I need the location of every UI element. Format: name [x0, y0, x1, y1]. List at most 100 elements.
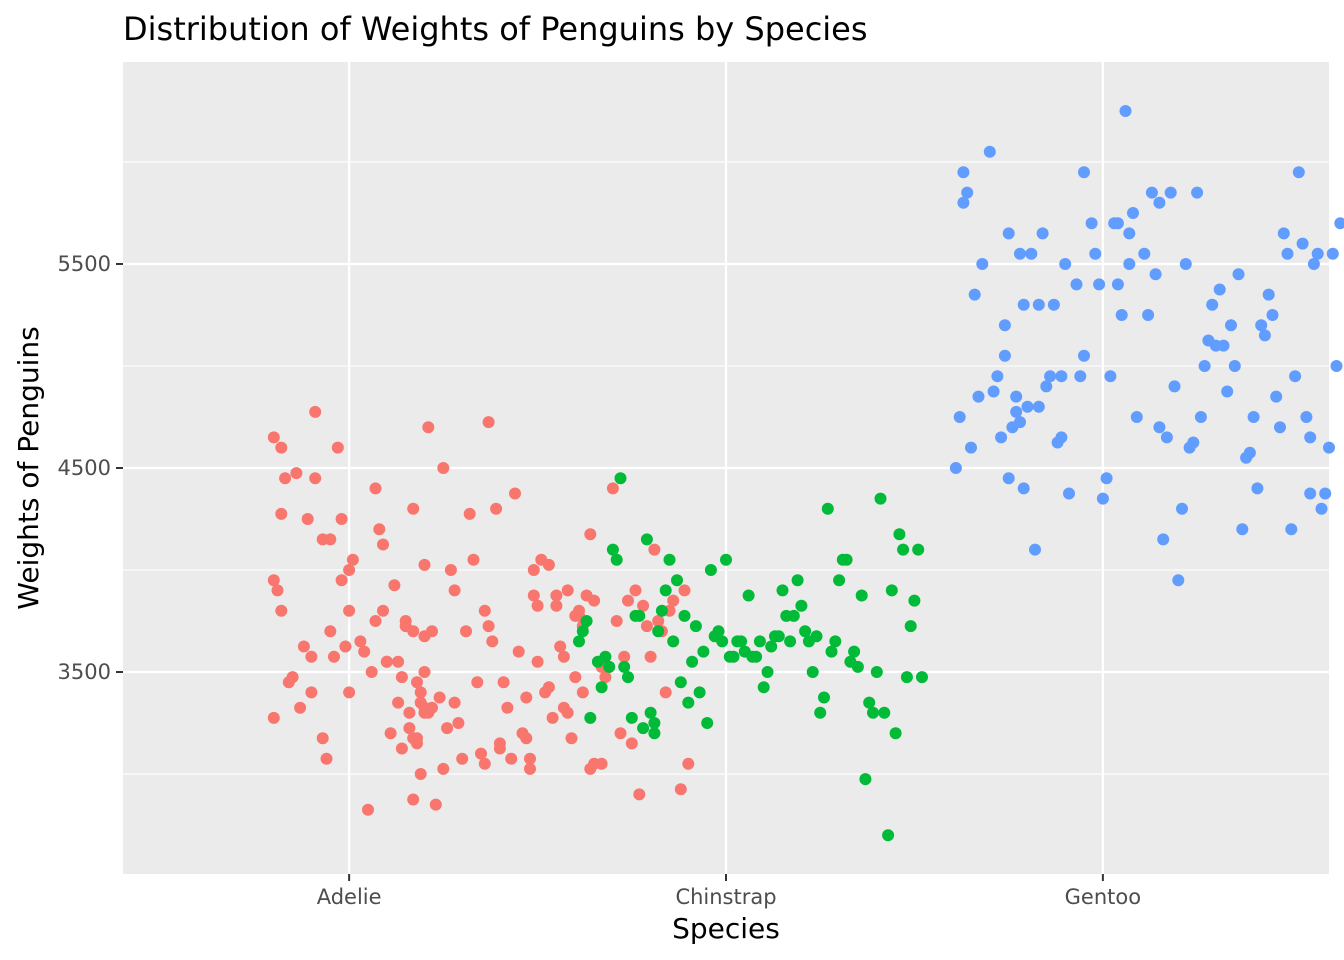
point-adelie [309, 405, 322, 418]
point-adelie [460, 625, 472, 638]
point-adelie [640, 620, 653, 633]
point-adelie [588, 594, 601, 607]
point-chinstrap [889, 727, 902, 740]
x-tick-label: Adelie [317, 885, 382, 909]
point-chinstrap [606, 543, 619, 556]
point-chinstrap [799, 625, 812, 638]
point-adelie [471, 676, 484, 689]
point-gentoo [1247, 411, 1260, 423]
point-gentoo [1281, 247, 1294, 260]
y-tick-label: 5500 [58, 252, 111, 276]
point-chinstrap [863, 696, 876, 709]
point-gentoo [1014, 416, 1026, 429]
point-gentoo [1300, 411, 1313, 423]
point-chinstrap [659, 584, 672, 597]
point-adelie [527, 564, 540, 576]
point-chinstrap [897, 543, 910, 556]
point-gentoo [1270, 390, 1283, 403]
point-adelie [297, 640, 310, 653]
point-gentoo [1036, 227, 1049, 240]
point-chinstrap [776, 584, 789, 597]
point-gentoo [1274, 421, 1286, 434]
point-chinstrap [833, 574, 846, 587]
point-adelie [497, 676, 510, 689]
point-adelie [520, 732, 533, 745]
point-adelie [320, 752, 333, 765]
point-gentoo [1029, 543, 1041, 556]
point-chinstrap [787, 609, 800, 622]
point-gentoo [1002, 227, 1015, 240]
chart-title: Distribution of Weights of Penguins by S… [123, 10, 868, 48]
point-adelie [520, 691, 533, 704]
point-adelie [531, 599, 544, 612]
point-chinstrap [637, 722, 650, 735]
point-gentoo [1063, 487, 1075, 500]
point-adelie [486, 635, 499, 648]
point-adelie [343, 564, 356, 576]
point-adelie [482, 416, 495, 429]
point-gentoo [1044, 370, 1057, 383]
point-adelie [512, 645, 525, 658]
point-gentoo [1176, 502, 1188, 515]
point-gentoo [1032, 400, 1045, 413]
point-gentoo [1285, 523, 1298, 536]
point-chinstrap [689, 620, 702, 633]
point-adelie [335, 574, 348, 587]
point-adelie [414, 768, 427, 780]
point-adelie [395, 671, 408, 684]
point-chinstrap [855, 589, 868, 602]
point-adelie [478, 604, 491, 617]
point-adelie [542, 681, 555, 694]
point-gentoo [1153, 421, 1166, 434]
point-adelie [565, 732, 578, 745]
point-adelie [509, 487, 521, 500]
point-adelie [501, 701, 514, 714]
point-adelie [561, 584, 574, 597]
point-chinstrap [595, 681, 608, 694]
point-chinstrap [644, 706, 657, 719]
point-adelie [595, 757, 608, 770]
point-gentoo [1304, 487, 1317, 500]
point-adelie [418, 666, 431, 678]
point-adelie [395, 742, 408, 755]
point-chinstrap [674, 676, 687, 689]
point-gentoo [987, 385, 1000, 398]
point-chinstrap [795, 599, 808, 612]
y-tick-label: 4500 [58, 456, 111, 480]
point-adelie [335, 513, 348, 525]
point-gentoo [1021, 400, 1034, 413]
point-adelie [301, 513, 314, 525]
point-gentoo [1315, 502, 1328, 515]
point-chinstrap [825, 645, 838, 658]
point-chinstrap [840, 553, 853, 566]
point-gentoo [949, 462, 962, 474]
point-adelie [490, 502, 503, 515]
point-chinstrap [727, 650, 740, 663]
point-adelie [411, 676, 423, 689]
point-chinstrap [821, 502, 834, 515]
point-adelie [407, 502, 420, 515]
point-adelie [463, 507, 476, 520]
point-adelie [448, 696, 461, 709]
point-adelie [478, 757, 491, 770]
point-adelie [392, 655, 405, 668]
point-chinstrap [753, 635, 766, 648]
point-gentoo [965, 441, 977, 454]
point-gentoo [1032, 298, 1045, 311]
point-adelie [407, 625, 420, 638]
point-gentoo [998, 349, 1011, 362]
point-adelie [309, 472, 322, 485]
point-chinstrap [784, 635, 797, 648]
point-chinstrap [584, 711, 597, 724]
point-gentoo [1258, 329, 1271, 342]
point-gentoo [995, 431, 1008, 444]
point-gentoo [1289, 370, 1302, 383]
point-adelie [384, 727, 397, 740]
point-chinstrap [742, 589, 755, 602]
point-adelie [557, 650, 570, 663]
point-gentoo [1296, 237, 1309, 250]
x-axis: Adelie Chinstrap Gentoo [317, 874, 1141, 909]
point-adelie [475, 747, 487, 760]
point-adelie [625, 737, 638, 750]
